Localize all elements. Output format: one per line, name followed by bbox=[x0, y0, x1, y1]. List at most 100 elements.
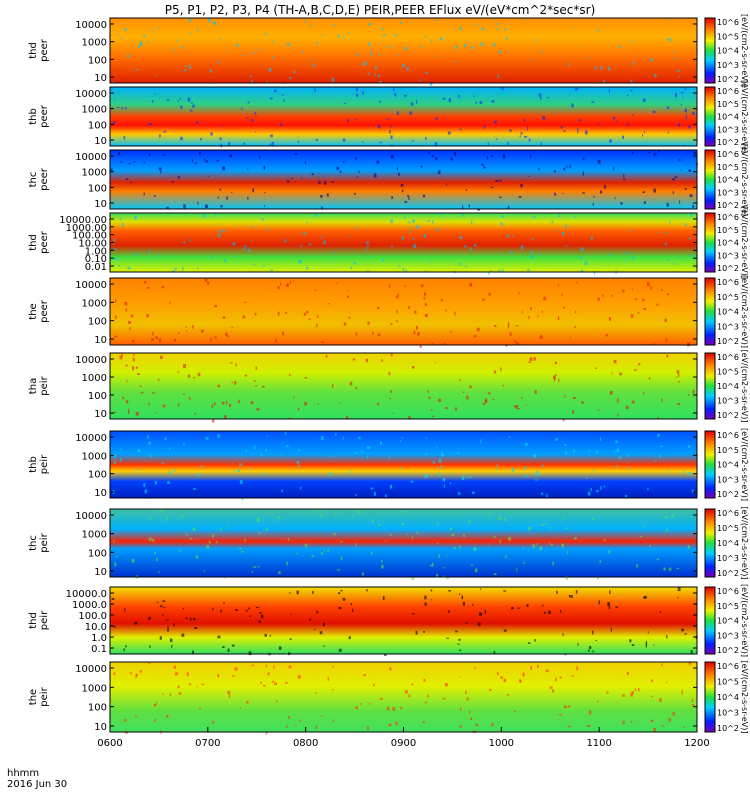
panel-frame bbox=[109, 17, 698, 84]
y-tick-label: 10 bbox=[94, 335, 107, 346]
y-tick-label: 100 bbox=[88, 317, 107, 328]
y-tick-label: 1000 bbox=[82, 298, 107, 309]
spectrogram-image bbox=[110, 87, 697, 146]
panel-frame bbox=[109, 86, 698, 147]
colorbar: 10^2 10^3 10^4 10^5 10^6 [eV/(cm2-s-sr-eV)] bbox=[704, 206, 749, 279]
colorbar-tick-label: 10^6 bbox=[717, 509, 739, 518]
colorbar-label: [eV/(cm2-s-sr-eV)] bbox=[740, 14, 749, 87]
y-tick-label: 1000 bbox=[82, 530, 107, 541]
colorbar-tick-label: 10^3 bbox=[717, 188, 739, 197]
colorbar-tick-label: 10^6 bbox=[717, 431, 739, 440]
y-tick-label: 0.10 bbox=[85, 254, 107, 265]
panel-probe-label: the bbox=[28, 689, 39, 705]
spectrogram-image bbox=[110, 150, 697, 209]
colorbar: 10^2 10^3 10^4 10^5 10^6 [eV/(cm2-s-sr-eV)] bbox=[704, 80, 749, 153]
spectrogram-noise bbox=[113, 662, 695, 735]
spectrogram-noise bbox=[114, 278, 690, 348]
panel-probe-label: thc bbox=[28, 535, 39, 551]
y-tick-label: 10 bbox=[94, 199, 107, 210]
y-tick-label: 10000 bbox=[75, 433, 107, 444]
panel-probe-label: thd bbox=[28, 234, 39, 251]
spectrogram-image bbox=[110, 662, 697, 732]
colorbar-tick-label: 10^2 bbox=[717, 201, 739, 210]
colorbar-tick-label: 10^4 bbox=[717, 382, 739, 391]
spectrogram-noise bbox=[112, 509, 690, 580]
colorbar-label: [eV/(cm2-s-sr-eV)] bbox=[740, 584, 749, 657]
colorbar-tick-label: 10^4 bbox=[717, 461, 739, 470]
colorbar-tick-label: 10^4 bbox=[717, 539, 739, 548]
colorbar-tick-label: 10^5 bbox=[717, 226, 739, 235]
x-tick-label: 0900 bbox=[391, 738, 416, 749]
colorbar-tick-label: 10^5 bbox=[717, 100, 739, 109]
colorbar: 10^2 10^3 10^4 10^5 10^6 [eV/(cm2-s-sr-eV)] bbox=[704, 584, 749, 657]
colorbar-label: [eV/(cm2-s-sr-eV)] bbox=[740, 143, 749, 216]
panel-frame bbox=[109, 508, 698, 578]
spectrogram-noise bbox=[112, 213, 693, 275]
y-tick-label: 100 bbox=[88, 470, 107, 481]
panel-frame bbox=[109, 430, 698, 499]
panel-frame bbox=[109, 352, 698, 420]
colorbar-tick-label: 10^3 bbox=[717, 125, 739, 134]
panel-instrument-label: peer bbox=[39, 230, 50, 254]
colorbar: 10^2 10^3 10^4 10^5 10^6 [eV/(cm2-s-sr-eV)] bbox=[704, 506, 749, 580]
colorbar-tick-label: 10^2 bbox=[717, 337, 739, 346]
panel-instrument-label: peer bbox=[39, 299, 50, 323]
spectrogram-image bbox=[110, 18, 697, 83]
colorbar-tick-label: 10^5 bbox=[717, 678, 739, 687]
colorbar-tick-label: 10^5 bbox=[717, 524, 739, 533]
colorbar-tick-label: 10^2 bbox=[717, 138, 739, 147]
panel-instrument-label: peer bbox=[39, 167, 50, 191]
colorbar-label: [eV/(cm2-s-sr-eV)] bbox=[740, 506, 749, 579]
panel-frame bbox=[109, 149, 698, 210]
colorbar-tick-label: 10^4 bbox=[717, 47, 739, 56]
y-tick-label: 1000 bbox=[82, 683, 107, 694]
y-tick-label: 10000 bbox=[75, 664, 107, 675]
y-tick-label: 0.1 bbox=[91, 644, 107, 655]
y-tick-label: 1000 bbox=[82, 38, 107, 49]
y-tick-label: 10000 bbox=[75, 280, 107, 291]
panel-instrument-label: peir bbox=[39, 686, 50, 706]
chart-title: P5, P1, P2, P3, P4 (TH-A,B,C,D,E) PEIR,P… bbox=[165, 3, 596, 17]
colorbar-tick-label: 10^3 bbox=[717, 251, 739, 260]
y-tick-label: 100 bbox=[88, 55, 107, 66]
spectrogram-noise bbox=[110, 18, 680, 86]
y-tick-label: 10 bbox=[94, 567, 107, 578]
panel-instrument-label: peir bbox=[39, 532, 50, 552]
colorbar-tick-label: 10^6 bbox=[717, 587, 739, 596]
panel-frame bbox=[109, 277, 698, 346]
colorbar-label: [eV/(cm2-s-sr-eV)] bbox=[740, 80, 749, 153]
colorbar-label: [eV/(cm2-s-sr-eV)] bbox=[740, 206, 749, 279]
y-tick-label: 100.00 bbox=[72, 231, 107, 242]
y-tick-label: 1000 bbox=[82, 373, 107, 384]
spectrogram-image bbox=[110, 278, 697, 345]
colorbar-tick-label: 10^3 bbox=[717, 397, 739, 406]
colorbar-tick-label: 10^6 bbox=[717, 353, 739, 362]
colorbar-tick-label: 10^3 bbox=[717, 475, 739, 484]
colorbar-tick-label: 10^6 bbox=[717, 278, 739, 287]
spectrogram-image bbox=[110, 431, 697, 498]
y-tick-label: 1000 bbox=[82, 451, 107, 462]
spectrogram-image bbox=[110, 587, 697, 654]
y-tick-label: 100.0 bbox=[78, 611, 107, 622]
spectrogram-noise bbox=[110, 150, 698, 211]
panel-instrument-label: peir bbox=[39, 454, 50, 474]
y-tick-label: 100 bbox=[88, 548, 107, 559]
y-tick-label: 10 bbox=[94, 488, 107, 499]
colorbar-label: [eV/(cm2-s-sr-eV)] bbox=[740, 660, 749, 733]
colorbar-tick-label: 10^4 bbox=[717, 308, 739, 317]
panel-frame bbox=[109, 586, 698, 655]
colorbar: 10^2 10^3 10^4 10^5 10^6 [eV/(cm2-s-sr-eV)] bbox=[704, 143, 749, 216]
y-tick-label: 100 bbox=[88, 120, 107, 131]
colorbar-tick-label: 10^3 bbox=[717, 322, 739, 331]
colorbar-tick-label: 10^6 bbox=[717, 18, 739, 27]
colorbar-tick-label: 10^2 bbox=[717, 411, 739, 420]
y-tick-label: 1.00 bbox=[85, 246, 107, 257]
colorbar-tick-label: 10^2 bbox=[717, 646, 739, 655]
time-axis-label: hhmm bbox=[7, 768, 39, 779]
